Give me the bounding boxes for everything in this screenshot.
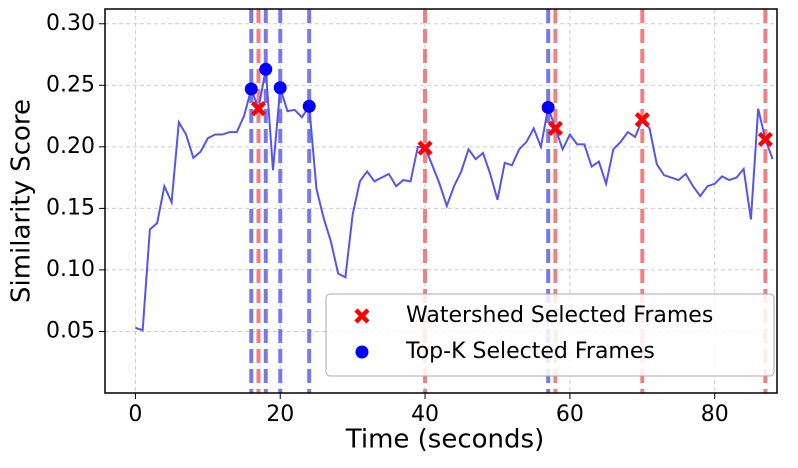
dot-marker: [273, 81, 287, 95]
plot-frame: [104, 8, 778, 394]
x-marker: [547, 120, 564, 136]
dot-marker: [355, 345, 369, 359]
x-marker: [417, 140, 433, 156]
y-tick-label: 0.05: [46, 318, 95, 343]
x-tick-label: 40: [411, 402, 439, 427]
y-tick-label: 0.15: [46, 195, 95, 220]
legend-label: Top-K Selected Frames: [405, 339, 655, 364]
y-tick-label: 0.10: [46, 257, 95, 282]
x-axis-label: Time (seconds): [345, 425, 544, 455]
legend-label: Watershed Selected Frames: [406, 303, 713, 328]
y-axis-label: Similarity Score: [7, 99, 37, 303]
similarity-line: [135, 69, 774, 332]
dot-marker: [541, 100, 555, 114]
x-marker: [757, 131, 774, 148]
y-tick-label: 0.20: [46, 134, 95, 159]
dot-marker: [302, 99, 316, 113]
x-marker: [250, 101, 267, 117]
x-marker: [354, 308, 370, 324]
x-tick-label: 0: [128, 402, 142, 427]
dot-marker: [244, 82, 258, 96]
x-marker: [634, 112, 650, 128]
legend-box: [325, 293, 775, 377]
x-tick-label: 80: [701, 402, 729, 427]
y-tick-label: 0.30: [46, 11, 95, 36]
legend: Watershed Selected Frames Top-K Selected …: [325, 293, 775, 377]
x-tick-label: 60: [556, 402, 584, 427]
y-tick-label: 0.25: [46, 72, 95, 97]
x-tick-label: 20: [266, 402, 294, 427]
dot-marker: [259, 62, 273, 76]
